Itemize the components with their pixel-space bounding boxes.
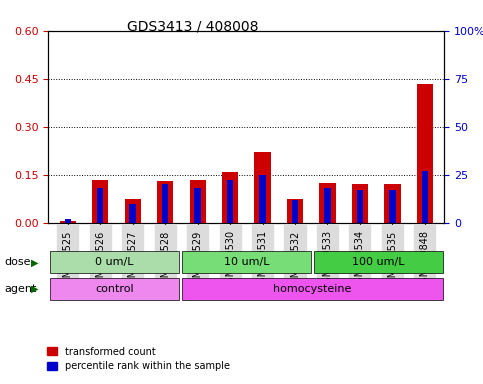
Bar [384, 184, 400, 223]
Bar [259, 175, 266, 223]
Text: ▶: ▶ [31, 284, 39, 294]
Bar [389, 190, 396, 223]
Text: control: control [95, 284, 134, 294]
Text: agent: agent [5, 284, 37, 294]
Bar [352, 184, 368, 223]
Bar [60, 221, 76, 223]
FancyBboxPatch shape [50, 278, 179, 300]
Text: 0 um/L: 0 um/L [95, 257, 134, 267]
Bar [162, 184, 169, 223]
Bar [227, 180, 233, 223]
Bar [417, 84, 433, 223]
Legend: transformed count, percentile rank within the sample: transformed count, percentile rank withi… [43, 343, 234, 375]
Bar [222, 172, 238, 223]
Bar [319, 183, 336, 223]
Text: dose: dose [5, 257, 31, 267]
Bar [157, 181, 173, 223]
Bar [255, 152, 270, 223]
Bar [292, 200, 298, 223]
Bar [125, 199, 141, 223]
Bar [357, 190, 363, 223]
Bar [287, 199, 303, 223]
Text: ▶: ▶ [31, 257, 39, 267]
Bar [97, 188, 103, 223]
Bar [92, 180, 108, 223]
Text: 100 um/L: 100 um/L [352, 257, 405, 267]
Text: GDS3413 / 408008: GDS3413 / 408008 [128, 19, 259, 33]
Bar [65, 219, 71, 223]
Bar [324, 188, 331, 223]
Bar [422, 171, 428, 223]
FancyBboxPatch shape [314, 251, 443, 273]
FancyBboxPatch shape [182, 278, 443, 300]
Bar [189, 180, 206, 223]
Bar [129, 204, 136, 223]
FancyBboxPatch shape [182, 251, 311, 273]
Text: 10 um/L: 10 um/L [224, 257, 269, 267]
Text: homocysteine: homocysteine [273, 284, 352, 294]
Bar [194, 188, 201, 223]
FancyBboxPatch shape [50, 251, 179, 273]
